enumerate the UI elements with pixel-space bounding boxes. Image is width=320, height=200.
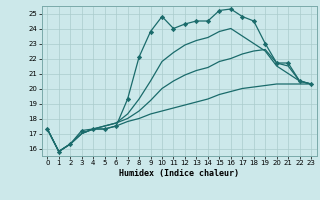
X-axis label: Humidex (Indice chaleur): Humidex (Indice chaleur) (119, 169, 239, 178)
